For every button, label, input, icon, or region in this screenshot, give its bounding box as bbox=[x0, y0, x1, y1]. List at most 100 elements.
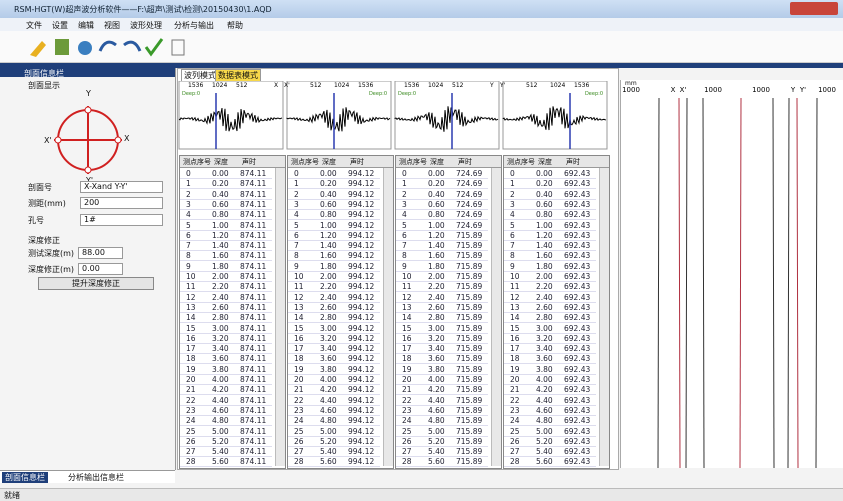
menu-item[interactable]: 设置 bbox=[52, 21, 68, 30]
row-separator bbox=[504, 384, 596, 385]
table-cell: 994.12 bbox=[348, 220, 375, 230]
table-cell: 4 bbox=[510, 210, 515, 220]
table-cell: 5 bbox=[294, 220, 299, 230]
table-cell: 692.43 bbox=[564, 385, 591, 395]
table-cell: 18 bbox=[186, 354, 196, 364]
row-separator bbox=[180, 322, 272, 324]
table-cell: 874.11 bbox=[240, 292, 267, 302]
table-cell: 26 bbox=[294, 436, 304, 446]
table-cell: 994.12 bbox=[348, 436, 375, 446]
table-cell: 715.89 bbox=[456, 375, 483, 384]
table-cell: 692.43 bbox=[564, 333, 591, 343]
row-separator bbox=[288, 322, 380, 324]
title-bar: RSM-HGT(W)超声波分析软件——F:\超声\测试\检测\20150430\… bbox=[0, 0, 843, 18]
table-cell: 874.11 bbox=[240, 313, 267, 323]
menu-item[interactable]: 文件 bbox=[26, 21, 42, 30]
row-separator bbox=[180, 311, 272, 313]
menu-item[interactable]: 编辑 bbox=[78, 21, 94, 30]
table-cell: 874.11 bbox=[240, 189, 267, 199]
scrollbar[interactable] bbox=[383, 168, 393, 466]
scrollbar[interactable] bbox=[599, 168, 609, 466]
table-cell: 715.89 bbox=[456, 230, 483, 240]
row-separator bbox=[504, 394, 596, 396]
table-cell: 2 bbox=[510, 189, 515, 199]
table-cell: 28 bbox=[294, 457, 304, 467]
axis-label: 1536 bbox=[188, 82, 203, 89]
table-cell: 0.20 bbox=[212, 179, 229, 189]
table-cell: 12 bbox=[510, 292, 520, 302]
menu-item[interactable]: 波形处理 bbox=[130, 21, 162, 30]
table-cell: 2.60 bbox=[212, 302, 229, 312]
depth-correct-button[interactable]: 提升深度修正 bbox=[38, 277, 154, 290]
row-separator bbox=[504, 342, 596, 344]
table-header: 测点序号 深度 声时 bbox=[504, 156, 609, 168]
table-cell: 14 bbox=[294, 313, 304, 323]
row-separator bbox=[288, 229, 380, 231]
section-label: 剖面显示 bbox=[28, 81, 60, 90]
table-cell: 7 bbox=[294, 241, 299, 251]
table-cell: 994.12 bbox=[348, 354, 375, 364]
table-cell: 5.00 bbox=[536, 426, 553, 436]
table-cell: 4.40 bbox=[536, 395, 553, 405]
menu-item[interactable]: 分析与输出 bbox=[174, 21, 214, 30]
row-separator bbox=[396, 219, 488, 221]
table-cell: 3.80 bbox=[428, 364, 445, 374]
text-field[interactable]: 0.00 bbox=[78, 263, 123, 275]
trace-label: 1000 bbox=[752, 86, 770, 94]
table-cell: 13 bbox=[402, 302, 412, 312]
table-cell: 6 bbox=[510, 230, 515, 240]
table-cell: 21 bbox=[294, 385, 304, 395]
table-cell: 1.60 bbox=[536, 251, 553, 261]
menu-item[interactable]: 帮助 bbox=[227, 21, 243, 30]
table-cell: 692.43 bbox=[564, 189, 591, 199]
field-label: 孔号 bbox=[28, 216, 44, 225]
table-cell: 23 bbox=[294, 405, 304, 415]
table-cell: 692.43 bbox=[564, 405, 591, 415]
table-cell: 1 bbox=[186, 179, 191, 189]
text-field[interactable]: 1# bbox=[80, 214, 163, 226]
table-cell: 724.69 bbox=[456, 169, 483, 178]
table-cell: 14 bbox=[186, 313, 196, 323]
scrollbar[interactable] bbox=[275, 168, 285, 466]
text-field[interactable]: 200 bbox=[80, 197, 163, 209]
row-separator bbox=[396, 373, 488, 375]
table-cell: 0.40 bbox=[212, 189, 229, 199]
table-cell: 3.20 bbox=[536, 333, 553, 343]
row-separator bbox=[504, 311, 596, 313]
table-cell: 0 bbox=[510, 169, 515, 178]
row-separator bbox=[180, 435, 272, 437]
table-cell: 8 bbox=[294, 251, 299, 261]
table-cell: 4.20 bbox=[428, 385, 445, 395]
tab[interactable]: 分析输出信息栏 bbox=[68, 473, 124, 482]
table-cell: 24 bbox=[186, 416, 196, 426]
table-cell: 1.60 bbox=[320, 251, 337, 261]
row-separator bbox=[396, 250, 488, 252]
trace bbox=[702, 97, 705, 468]
table-cell: 1.80 bbox=[536, 261, 553, 271]
row-separator bbox=[180, 219, 272, 221]
table-cell: 18 bbox=[510, 354, 520, 364]
axis-label: 1536 bbox=[404, 82, 419, 89]
table-cell: 3.40 bbox=[428, 344, 445, 354]
row-separator bbox=[180, 353, 272, 355]
right-panel: mm 1000 X X' 1000 1000 Y Y' 1000 bbox=[620, 80, 843, 468]
scrollbar[interactable] bbox=[491, 168, 501, 466]
row-separator bbox=[396, 342, 488, 344]
window-controls[interactable] bbox=[790, 2, 838, 15]
table-cell: 994.12 bbox=[348, 344, 375, 354]
toolbar-icons[interactable] bbox=[0, 31, 200, 62]
menu-bar: 文件 设置 编辑 视图 波形处理 分析与输出 帮助 bbox=[0, 18, 843, 31]
row-separator bbox=[396, 208, 488, 210]
table-cell: 25 bbox=[510, 426, 520, 436]
table-cell: 24 bbox=[510, 416, 520, 426]
menu-item[interactable]: 视图 bbox=[104, 21, 120, 30]
tab[interactable]: 剖面信息栏 bbox=[2, 472, 48, 483]
table-cell: 0 bbox=[294, 169, 299, 178]
text-field[interactable]: 88.00 bbox=[78, 247, 123, 259]
dropdown[interactable]: X-Xand Y-Y' bbox=[80, 181, 163, 193]
waveform-area: Deep:0 Deep:0 Deep:0 Deep:0 1536 1024 512 X X' 51… bbox=[178, 81, 608, 150]
table-cell: 994.12 bbox=[348, 375, 375, 384]
table-cell: 3.60 bbox=[320, 354, 337, 364]
table-cell: 715.89 bbox=[456, 241, 483, 251]
